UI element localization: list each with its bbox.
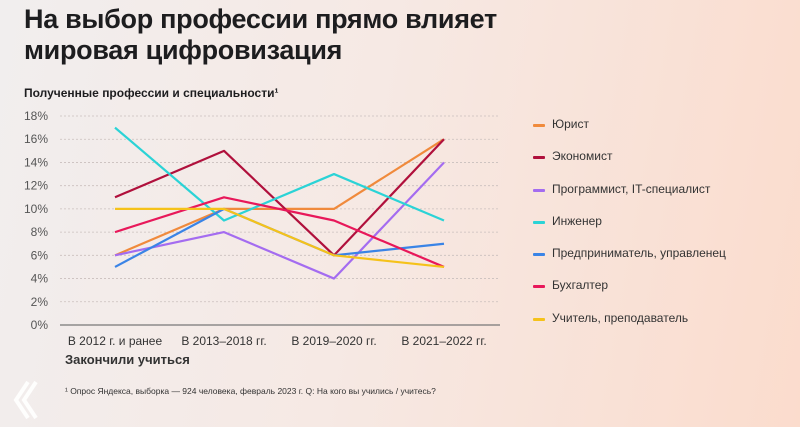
legend-marker	[533, 317, 545, 321]
legend-label: Программист, IT-специалист	[552, 181, 711, 196]
series-line	[114, 161, 445, 280]
series-line	[114, 126, 445, 222]
y-tick-label: 0%	[31, 318, 49, 332]
legend-label: Инженер	[552, 213, 602, 228]
legend-item: Юрист	[533, 117, 726, 149]
x-tick-label: В 2021–2022 гг.	[401, 334, 486, 348]
title-line-1: На выбор профессии прямо влияет	[24, 4, 497, 34]
legend-item: Бухгалтер	[533, 278, 726, 310]
logo-watermark-icon	[13, 380, 38, 420]
x-tick-label: В 2019–2020 гг.	[291, 334, 376, 348]
y-tick-label: 2%	[31, 295, 49, 309]
y-tick-label: 8%	[31, 225, 49, 239]
y-tick-label: 10%	[24, 202, 48, 216]
legend-marker	[533, 188, 545, 192]
legend-marker	[533, 220, 545, 224]
series-line	[115, 207, 445, 269]
legend-marker	[533, 156, 545, 160]
y-tick-label: 12%	[24, 179, 48, 193]
legend: Юрист Экономист Программист, IT-специалист…	[533, 117, 726, 343]
title-line-2: мировая цифровизация	[24, 35, 343, 65]
legend-item: Учитель, преподаватель	[533, 311, 726, 343]
series-line	[114, 207, 445, 268]
legend-label: Учитель, преподаватель	[552, 310, 689, 325]
legend-label: Бухгалтер	[552, 278, 609, 293]
x-tick-label: В 2012 г. и ранее	[68, 334, 163, 348]
legend-label: Предприниматель, управленец	[552, 246, 726, 261]
page-title: На выбор профессии прямо влияет мировая …	[24, 4, 497, 66]
legend-marker	[533, 253, 545, 257]
chart-title: Полученные профессии и специальности¹	[24, 86, 279, 100]
y-tick-label: 18%	[24, 109, 48, 123]
x-axis-title: Закончили учиться	[65, 352, 190, 367]
y-tick-label: 16%	[24, 132, 48, 146]
legend-item: Экономист	[533, 149, 726, 181]
legend-item: Предприниматель, управленец	[533, 246, 726, 278]
legend-marker	[533, 285, 545, 289]
y-tick-label: 6%	[31, 248, 49, 262]
legend-label: Юрист	[552, 117, 589, 131]
legend-item: Инженер	[533, 214, 726, 246]
y-tick-label: 4%	[31, 272, 49, 286]
legend-label: Экономист	[552, 149, 613, 164]
legend-marker	[533, 124, 545, 127]
series-line	[114, 196, 445, 268]
x-tick-label: В 2013–2018 гг.	[181, 334, 266, 348]
footnote: ¹ Опрос Яндекса, выборка — 924 человека,…	[65, 386, 436, 396]
legend-item: Программист, IT-специалист	[533, 182, 726, 214]
y-tick-label: 14%	[24, 155, 48, 169]
